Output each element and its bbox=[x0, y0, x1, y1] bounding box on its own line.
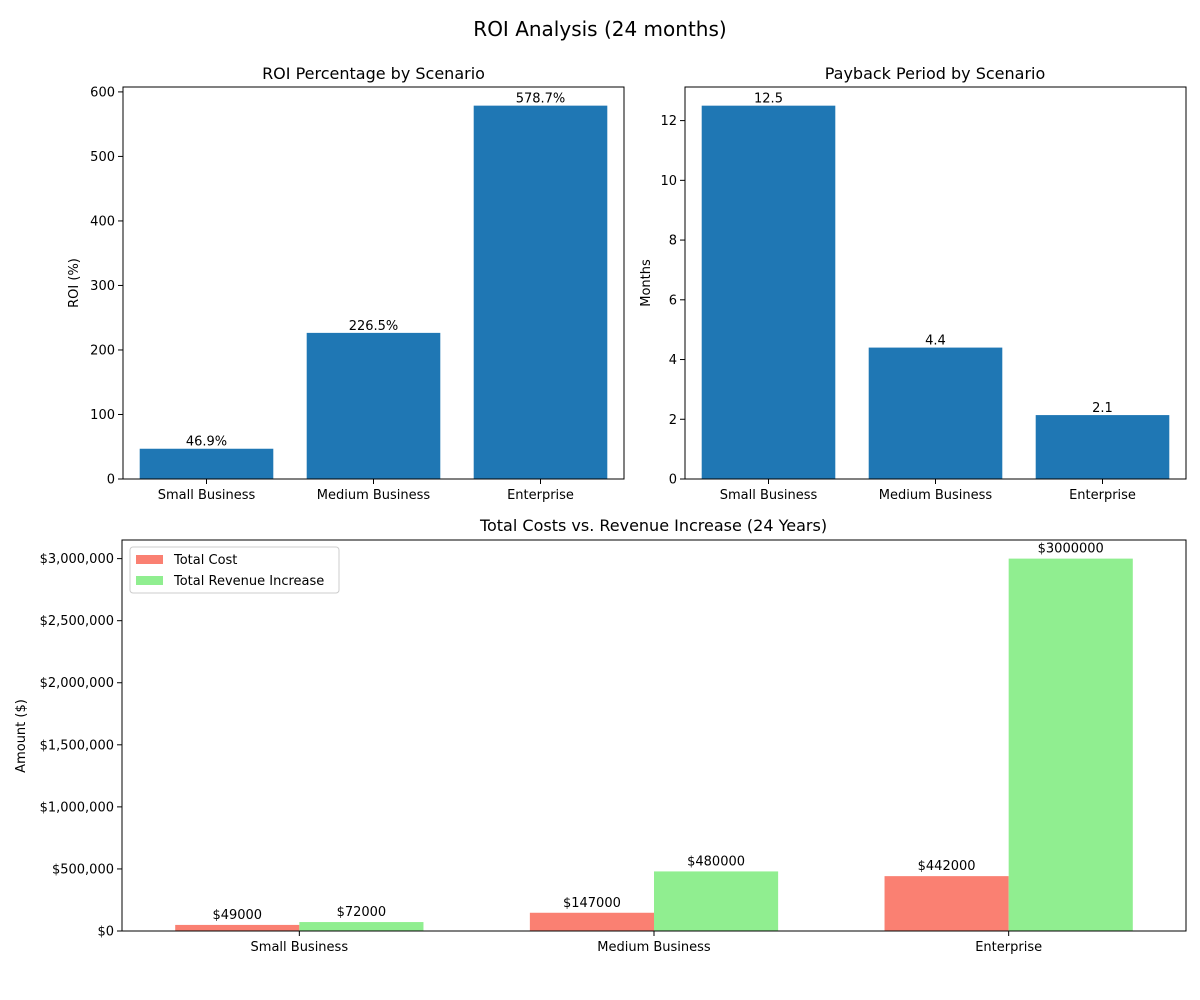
payback-ytick-label: 6 bbox=[669, 293, 677, 308]
payback-ytick-label: 0 bbox=[669, 473, 677, 488]
legend-label: Total Revenue Increase bbox=[173, 574, 324, 589]
costs-revenue-axes-frame bbox=[121, 539, 1187, 932]
payback-bar bbox=[701, 105, 836, 480]
figure-title: ROI Analysis (24 months) bbox=[473, 17, 726, 41]
roi-data-label: 46.9% bbox=[186, 435, 227, 450]
legend: Total Cost Total Revenue Increase bbox=[129, 546, 340, 594]
roi-xtick-label: Enterprise bbox=[507, 488, 574, 503]
payback-data-label: 4.4 bbox=[925, 334, 946, 349]
costs-revenue-data-label: $480000 bbox=[687, 854, 745, 869]
payback-bar bbox=[868, 347, 1003, 479]
payback-ytick-label: 4 bbox=[669, 353, 677, 368]
costs-revenue-ytick-label: $500,000 bbox=[52, 862, 114, 877]
costs-revenue-data-label: $147000 bbox=[563, 896, 621, 911]
payback-chart: Payback Period by Scenario Months 0 2 4 6 8 1… bbox=[639, 64, 1187, 503]
roi-bar bbox=[306, 332, 441, 479]
roi-ytick-label: 0 bbox=[107, 473, 115, 488]
payback-xtick-label: Small Business bbox=[720, 488, 818, 503]
payback-ytick-label: 10 bbox=[660, 174, 677, 189]
legend-swatch bbox=[136, 576, 163, 585]
costs-revenue-chart: Total Costs vs. Revenue Increase (24 Yea… bbox=[14, 516, 1187, 955]
costs-revenue-bar-cost bbox=[884, 876, 1009, 931]
costs-revenue-ytick-label: $1,500,000 bbox=[40, 738, 114, 753]
costs-revenue-data-label: $442000 bbox=[918, 859, 976, 874]
roi-xtick-label: Medium Business bbox=[317, 488, 431, 503]
costs-revenue-chart-ylabel: Amount ($) bbox=[14, 699, 29, 773]
roi-chart-ylabel: ROI (%) bbox=[67, 258, 82, 308]
costs-revenue-ytick-label: $1,000,000 bbox=[40, 800, 114, 815]
costs-revenue-data-label: $3000000 bbox=[1038, 542, 1104, 557]
costs-revenue-bar-cost bbox=[529, 912, 654, 931]
roi-axes-frame bbox=[122, 86, 625, 480]
costs-revenue-data-label: $49000 bbox=[212, 908, 262, 923]
roi-ytick-label: 600 bbox=[90, 85, 115, 100]
costs-revenue-bar-revenue bbox=[1008, 558, 1133, 931]
roi-bar bbox=[473, 105, 608, 479]
roi-xtick-label: Small Business bbox=[158, 488, 256, 503]
roi-ytick-label: 500 bbox=[90, 150, 115, 165]
costs-revenue-ytick-label: $2,000,000 bbox=[40, 676, 114, 691]
costs-revenue-ytick-label: $0 bbox=[97, 925, 114, 940]
roi-ytick-label: 200 bbox=[90, 343, 115, 358]
roi-data-label: 226.5% bbox=[349, 319, 399, 334]
roi-chart: ROI Percentage by Scenario ROI (%) 0 100 2… bbox=[67, 64, 625, 503]
payback-xtick-label: Enterprise bbox=[1069, 488, 1136, 503]
payback-chart-title: Payback Period by Scenario bbox=[825, 64, 1046, 83]
costs-revenue-xtick-label: Medium Business bbox=[597, 940, 711, 955]
roi-bar bbox=[139, 448, 274, 479]
roi-ytick-label: 300 bbox=[90, 279, 115, 294]
costs-revenue-chart-title: Total Costs vs. Revenue Increase (24 Yea… bbox=[479, 516, 827, 535]
roi-ytick-label: 100 bbox=[90, 408, 115, 423]
payback-bar bbox=[1035, 415, 1170, 479]
costs-revenue-ytick-label: $2,500,000 bbox=[40, 614, 114, 629]
costs-revenue-data-label: $72000 bbox=[337, 905, 387, 920]
costs-revenue-xtick-label: Small Business bbox=[251, 940, 349, 955]
costs-revenue-ytick-label: $3,000,000 bbox=[40, 552, 114, 567]
legend-label: Total Cost bbox=[173, 553, 237, 568]
legend-box bbox=[129, 546, 340, 594]
roi-ytick-label: 400 bbox=[90, 214, 115, 229]
payback-axes-frame bbox=[684, 86, 1187, 480]
payback-ytick-label: 2 bbox=[669, 413, 677, 428]
costs-revenue-bar-revenue bbox=[299, 922, 424, 931]
payback-data-label: 2.1 bbox=[1092, 401, 1113, 416]
roi-chart-title: ROI Percentage by Scenario bbox=[262, 64, 485, 83]
roi-data-label: 578.7% bbox=[516, 92, 566, 107]
payback-xtick-label: Medium Business bbox=[879, 488, 993, 503]
payback-data-label: 12.5 bbox=[754, 92, 783, 107]
costs-revenue-bar-revenue bbox=[654, 871, 779, 931]
costs-revenue-xtick-label: Enterprise bbox=[975, 940, 1042, 955]
payback-ytick-label: 12 bbox=[660, 114, 677, 129]
legend-swatch bbox=[136, 555, 163, 564]
payback-chart-ylabel: Months bbox=[639, 259, 654, 307]
payback-ytick-label: 8 bbox=[669, 234, 677, 249]
costs-revenue-bar-cost bbox=[175, 924, 300, 931]
